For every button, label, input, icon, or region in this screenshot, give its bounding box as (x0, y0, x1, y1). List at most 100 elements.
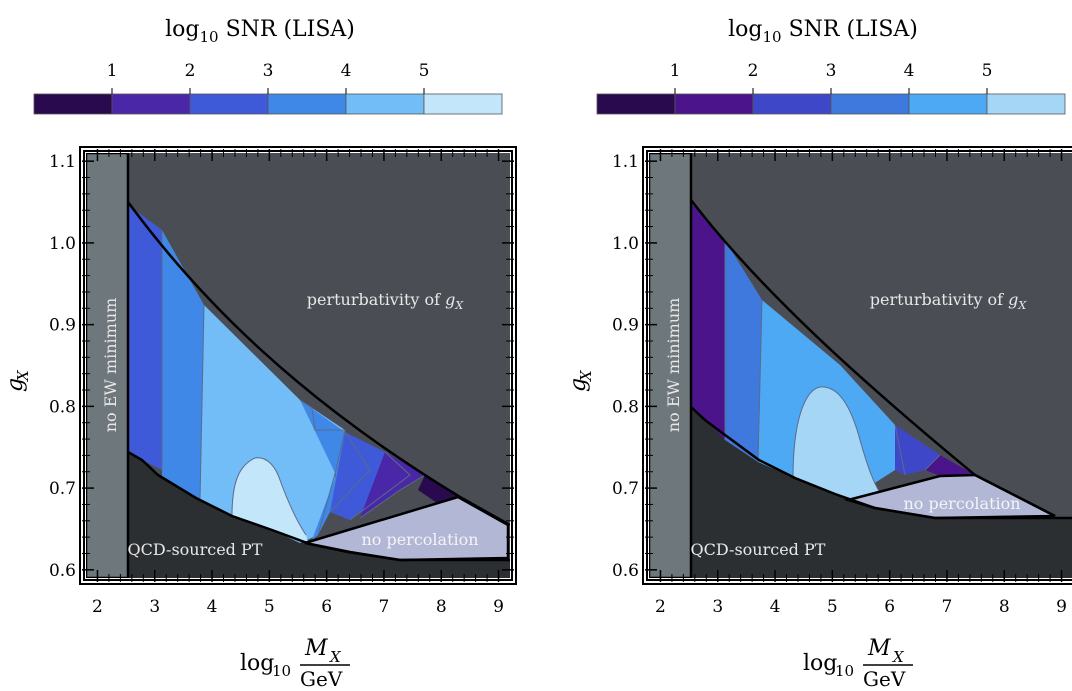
snr-band-3b (330, 432, 410, 520)
snr-band-3 (725, 240, 762, 462)
colorbar (596, 93, 1066, 115)
label-qcd-sourced: QCD-sourced PT (691, 540, 826, 559)
label-perturbativity-sym: g (1008, 290, 1018, 309)
snr-band-2 (691, 203, 725, 440)
colorbar-segment-1 (33, 93, 113, 115)
contour-lines (161, 230, 426, 536)
colorbar-segment-2 (111, 93, 191, 115)
colorbar-title-sub: 10 (199, 28, 218, 46)
y-axis-label-main: g (566, 378, 591, 392)
y-tick-label: 1.1 (49, 152, 76, 172)
colorbar-title: log10 SNR (LISA) (165, 17, 355, 46)
perturbativity-boundary (690, 199, 1056, 518)
x-axis-label-log-sub: 10 (272, 662, 291, 680)
region-no-ew-minimum (86, 153, 130, 578)
snr-band-5 (793, 386, 885, 500)
colorbar-segment-6 (986, 93, 1066, 115)
x-tick-label: 7 (942, 597, 953, 617)
label-perturbativity-sub: X (1017, 299, 1027, 312)
x-tick-label: 4 (770, 597, 781, 617)
y-tick-label: 0.8 (612, 397, 639, 417)
y-tick-label: 0.9 (49, 316, 76, 336)
perturbativity-boundary (126, 201, 510, 527)
axis-ticks: 2 3 4 5 6 7 8 9 0.6 0.7 0.8 0.9 1.0 1.1 (49, 149, 514, 617)
label-no-percolation: no percolation (903, 494, 1020, 513)
colorbar (33, 93, 503, 115)
y-tick-label: 0.6 (612, 561, 639, 581)
label-perturbativity: perturbativity of gX (307, 290, 465, 312)
colorbar-tick-label: 2 (748, 61, 759, 81)
y-axis-label-sub: X (577, 369, 595, 382)
region-qcd-sourced (128, 452, 510, 578)
colorbar-segment-3 (189, 93, 269, 115)
snr-band-4 (162, 230, 204, 500)
colorbar-segment-5 (908, 93, 988, 115)
qcd-boundary (690, 406, 1072, 520)
colorbar-segment-5 (345, 93, 425, 115)
label-perturbativity-sub: X (454, 299, 464, 312)
x-axis-label-num: M (867, 636, 891, 661)
snr-band-1 (418, 475, 458, 505)
x-tick-label: 9 (1056, 597, 1067, 617)
colorbar-tick-label: 2 (185, 61, 196, 81)
x-tick-label: 5 (264, 597, 275, 617)
y-axis-label-main: g (3, 378, 28, 392)
plot-frame (79, 146, 517, 585)
colorbar-tick-label: 3 (826, 61, 837, 81)
x-axis-label-log: log (240, 651, 274, 676)
label-no-ew-minimum: no EW minimum (101, 298, 120, 433)
plot-frame-inner (646, 150, 1072, 581)
label-perturbativity-sym: g (445, 290, 455, 309)
y-tick-label: 1.0 (49, 234, 76, 254)
label-perturbativity: perturbativity of gX (870, 290, 1028, 312)
x-tick-label: 8 (436, 597, 447, 617)
snr-band-3b (895, 425, 940, 475)
colorbar-tick-label: 5 (982, 61, 993, 81)
x-tick-label: 2 (655, 597, 666, 617)
colorbar-tick-label: 4 (341, 61, 352, 81)
y-tick-label: 0.6 (49, 561, 76, 581)
snr-band-6 (232, 457, 308, 542)
colorbar-tick-label: 4 (904, 61, 915, 81)
x-axis-label: log 10 M X GeV (803, 636, 913, 691)
region-qcd-sourced (691, 407, 1072, 578)
y-axis-label-sub: X (14, 369, 32, 382)
x-tick-label: 6 (884, 597, 895, 617)
x-axis-label-den: GeV (863, 667, 906, 691)
colorbar-title-log: log (165, 17, 199, 42)
y-axis-label: g X (566, 369, 595, 392)
x-tick-label: 3 (149, 597, 160, 617)
snr-band-3 (128, 205, 162, 470)
qcd-boundary (127, 450, 510, 562)
x-tick-label: 7 (379, 597, 390, 617)
colorbar-ticks: 1 2 3 4 5 (670, 61, 993, 94)
label-qcd-sourced: QCD-sourced PT (128, 540, 263, 559)
x-tick-label: 5 (827, 597, 838, 617)
y-tick-label: 0.9 (612, 316, 639, 336)
x-tick-label: 4 (207, 597, 218, 617)
y-tick-label: 1.1 (612, 152, 639, 172)
colorbar-tick-label: 3 (263, 61, 274, 81)
x-axis-label-log-sub: 10 (835, 662, 854, 680)
x-tick-label: 9 (493, 597, 504, 617)
colorbar-segment-4 (830, 93, 910, 115)
colorbar-segment-3 (752, 93, 832, 115)
x-axis-label-num-sub: X (329, 648, 342, 666)
colorbar-title-rest: SNR (LISA) (219, 17, 355, 42)
y-tick-label: 0.7 (49, 479, 76, 499)
x-axis-label: log 10 M X GeV (240, 636, 350, 691)
x-tick-label: 6 (321, 597, 332, 617)
y-tick-label: 1.0 (612, 234, 639, 254)
axis-ticks: 2 3 4 5 6 7 8 9 0.6 0.7 0.8 0.9 1.0 1.1 (612, 149, 1067, 617)
label-no-percolation: no percolation (361, 530, 478, 549)
colorbar-title-rest: SNR (LISA) (782, 17, 918, 42)
snr-band-4b (300, 400, 370, 540)
snr-band-2b (925, 455, 975, 480)
colorbar-ticks: 1 2 3 4 5 (107, 61, 429, 94)
label-no-ew-minimum: no EW minimum (664, 298, 683, 433)
plot-area (86, 153, 510, 578)
x-tick-label: 8 (999, 597, 1010, 617)
x-axis-label-log: log (803, 651, 837, 676)
